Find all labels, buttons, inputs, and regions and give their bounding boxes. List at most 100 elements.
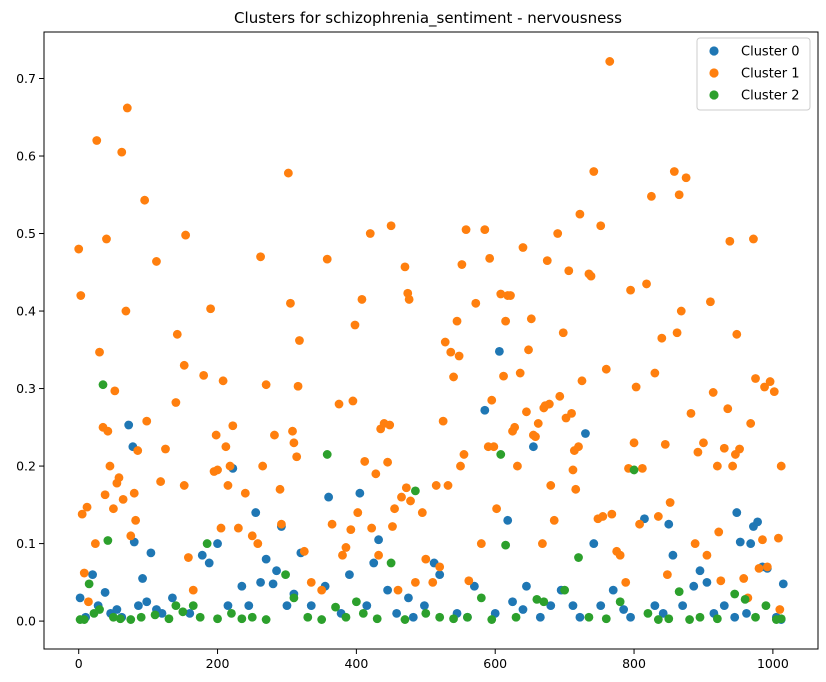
data-point [357, 295, 367, 304]
data-point [360, 457, 370, 466]
data-point [494, 346, 504, 356]
data-point [650, 368, 660, 378]
data-point [464, 576, 474, 586]
data-point [289, 438, 299, 448]
data-point [589, 167, 599, 176]
y-tick-label: 0.4 [16, 304, 36, 319]
data-point [183, 553, 193, 562]
data-point [126, 615, 136, 624]
data-point [272, 566, 281, 576]
data-point [431, 481, 441, 490]
data-point [401, 483, 411, 493]
data-point [324, 492, 334, 502]
data-point [435, 570, 445, 579]
data-point [188, 601, 198, 610]
data-point [79, 568, 89, 578]
data-point [567, 408, 576, 418]
data-point [459, 450, 469, 459]
data-point [553, 229, 563, 238]
data-point [150, 610, 160, 620]
data-point [179, 481, 189, 490]
data-point [735, 444, 744, 454]
data-point [598, 512, 608, 521]
y-axis: 0.0 0.1 0.2 0.3 0.4 0.5 0.6 0.7 [16, 71, 44, 629]
data-point [206, 304, 216, 314]
data-point [171, 601, 181, 610]
data-point [635, 519, 644, 529]
data-point [124, 420, 134, 430]
x-tick-label: 0 [75, 656, 83, 671]
data-point [471, 298, 481, 308]
data-point [371, 469, 381, 479]
data-point [629, 438, 639, 448]
data-point [480, 225, 490, 235]
data-point [544, 399, 554, 409]
data-point [103, 536, 113, 545]
data-point [712, 614, 722, 624]
x-tick-label: 400 [344, 656, 368, 671]
data-point [146, 548, 156, 558]
data-point [511, 612, 521, 622]
data-point [765, 377, 775, 386]
data-point [664, 614, 674, 624]
data-point [179, 360, 189, 370]
data-point [261, 380, 271, 390]
data-point [77, 509, 87, 519]
data-point [657, 333, 667, 343]
data-point [303, 612, 313, 622]
data-point [88, 570, 97, 579]
data-point [749, 234, 758, 244]
data-point [581, 429, 590, 438]
data-point [204, 558, 214, 568]
data-point [157, 608, 167, 618]
data-point [152, 257, 161, 266]
data-point [739, 574, 749, 583]
legend-label: Cluster 2 [741, 89, 800, 104]
data-point [142, 597, 152, 607]
data-point [172, 329, 182, 339]
data-point [92, 136, 102, 145]
data-point [281, 570, 290, 579]
data-point [351, 597, 361, 607]
data-point [708, 388, 718, 397]
data-point [660, 439, 670, 449]
data-point [168, 593, 177, 603]
data-point [776, 461, 786, 471]
data-point [487, 395, 497, 405]
data-point [82, 502, 92, 512]
data-point [440, 337, 450, 347]
data-point [134, 601, 143, 610]
data-point [476, 593, 486, 603]
data-point [446, 347, 456, 357]
data-point [629, 465, 639, 475]
data-point [672, 328, 682, 338]
data-point [695, 566, 705, 576]
data-point [719, 601, 729, 610]
data-point [528, 442, 538, 452]
data-point [681, 173, 691, 183]
data-point [702, 577, 712, 587]
data-point [109, 612, 118, 622]
data-point [410, 577, 420, 587]
data-point [574, 442, 583, 452]
data-point [277, 519, 286, 529]
data-point [112, 605, 122, 614]
data-point [404, 593, 413, 603]
data-point [730, 612, 740, 622]
data-point [244, 601, 254, 610]
data-point [383, 585, 393, 595]
data-point [178, 607, 188, 617]
data-point [778, 579, 788, 589]
data-point [449, 614, 458, 624]
data-point [227, 608, 236, 618]
data-point [754, 563, 764, 573]
data-point [327, 519, 337, 529]
y-tick-label: 0.7 [16, 71, 36, 86]
data-point [385, 420, 395, 430]
data-point [751, 612, 760, 622]
data-point [499, 371, 508, 381]
data-point [221, 442, 231, 452]
data-point [674, 190, 684, 200]
data-point [283, 168, 293, 178]
